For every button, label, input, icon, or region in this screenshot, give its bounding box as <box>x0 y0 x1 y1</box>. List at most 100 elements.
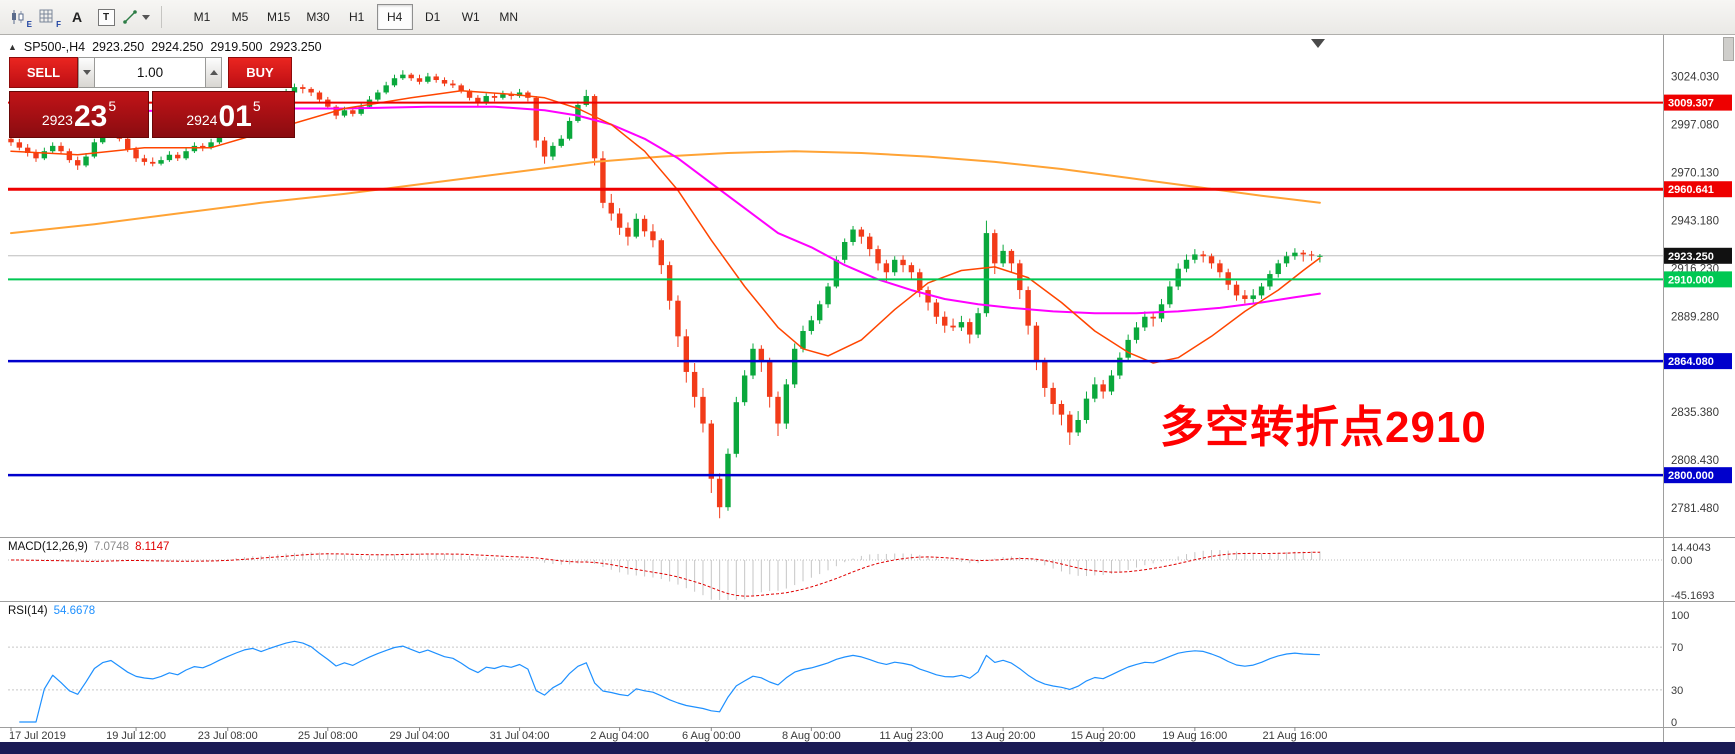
svg-text:3024.030: 3024.030 <box>1671 71 1719 83</box>
svg-text:-45.1693: -45.1693 <box>1671 590 1714 602</box>
timeframe-button-m1[interactable]: M1 <box>193 10 211 24</box>
drawing-tools-icon[interactable] <box>122 4 150 30</box>
toolbar: E F A T M1 M5 M15 M30 H1 H4 D1 W1 MN <box>0 0 1735 35</box>
mini-candles-glyph <box>11 9 23 24</box>
macd-main-value: 7.0748 <box>93 541 130 553</box>
svg-text:8 Aug 00:00: 8 Aug 00:00 <box>782 730 841 742</box>
horizontal-level-lines <box>8 101 1663 477</box>
svg-text:19 Jul 12:00: 19 Jul 12:00 <box>106 730 166 742</box>
svg-text:31 Jul 04:00: 31 Jul 04:00 <box>490 730 550 742</box>
svg-text:2 Aug 04:00: 2 Aug 04:00 <box>590 730 649 742</box>
timeframe-button-h1[interactable]: H1 <box>349 10 365 24</box>
svg-text:2960.641: 2960.641 <box>1668 184 1714 196</box>
svg-text:0: 0 <box>1671 717 1677 729</box>
timeframe-button-m5[interactable]: M5 <box>231 10 249 24</box>
timeframe-button-m30[interactable]: M30 <box>306 10 330 24</box>
svg-text:3009.307: 3009.307 <box>1668 98 1714 110</box>
indicator-grid-f-icon[interactable]: F <box>35 4 61 30</box>
ohlc-open: 2923.250 <box>92 40 145 54</box>
rsi-indicator-label: RSI(14) 54.6678 <box>8 605 95 617</box>
svg-text:13 Aug 20:00: 13 Aug 20:00 <box>971 730 1036 742</box>
svg-text:70: 70 <box>1671 642 1683 654</box>
svg-text:14.4043: 14.4043 <box>1671 542 1711 554</box>
svg-text:11 Aug 23:00: 11 Aug 23:00 <box>879 730 943 742</box>
svg-text:2889.280: 2889.280 <box>1671 311 1719 323</box>
svg-text:15 Aug 20:00: 15 Aug 20:00 <box>1071 730 1136 742</box>
price-axis: 3024.0302997.0802970.1302943.1802916.230… <box>1664 71 1732 515</box>
symbol-timeframe-label: SP500-,H4 <box>23 40 86 54</box>
timeframe-button-mn[interactable]: MN <box>499 10 519 24</box>
ohlc-toggle-icon[interactable]: ▲ <box>8 42 17 52</box>
ohlc-low: 2919.500 <box>210 40 263 54</box>
rsi-pane: 100 70 30 0 <box>8 610 1689 729</box>
toolbar-separator <box>161 6 162 28</box>
ask-pipette: 5 <box>252 98 261 114</box>
svg-text:2910.000: 2910.000 <box>1668 274 1714 286</box>
time-axis: 17 Jul 2019 19 Jul 12:00 23 Jul 08:00 25 Ju… <box>9 727 1327 742</box>
price-tag-2800.000 <box>1664 467 1732 484</box>
icon-sub-e: E <box>26 20 32 29</box>
volume-decrease-button[interactable] <box>78 57 95 88</box>
chart-profile-e-icon[interactable]: E <box>6 4 32 30</box>
symbol-info: ▲ SP500-,H4 2923.250 2924.250 2919.500 2… <box>8 40 322 54</box>
icon-sub-f: F <box>56 20 61 29</box>
svg-text:2997.080: 2997.080 <box>1671 119 1719 131</box>
timeframe-button-h4[interactable]: H4 <box>376 4 413 30</box>
ask-prefix: 2924 <box>186 112 218 128</box>
svg-text:25 Jul 08:00: 25 Jul 08:00 <box>298 730 358 742</box>
price-tag-3009.307 <box>1664 94 1732 111</box>
timeframe-button-d1[interactable]: D1 <box>425 10 441 24</box>
sell-button[interactable]: SELL <box>9 57 78 88</box>
one-click-trading-panel: SELL BUY 2923 23 5 2924 01 5 <box>9 57 295 138</box>
bid-pipette: 5 <box>108 98 117 114</box>
trade-controls-row: SELL BUY <box>9 57 295 88</box>
ask-price-box[interactable]: 2924 01 5 <box>152 91 295 138</box>
svg-text:2864.080: 2864.080 <box>1668 356 1714 368</box>
price-tag-2960.641 <box>1664 181 1732 198</box>
svg-text:6 Aug 00:00: 6 Aug 00:00 <box>682 730 741 742</box>
price-tag-2864.080 <box>1664 353 1732 370</box>
pane-separators <box>0 35 1735 742</box>
caret-up-icon <box>209 70 218 75</box>
ma-slow-orange <box>10 150 1321 235</box>
vertical-scrollbar-thumb[interactable] <box>1723 37 1734 61</box>
timeframe-button-m15[interactable]: M15 <box>267 10 291 24</box>
svg-text:21 Aug 16:00: 21 Aug 16:00 <box>1262 730 1327 742</box>
svg-text:30: 30 <box>1671 685 1683 697</box>
timeframe-button-w1[interactable]: W1 <box>461 10 480 24</box>
chart-canvas[interactable]: 3024.0302997.0802970.1302943.1802916.230… <box>0 35 1735 742</box>
svg-text:0.00: 0.00 <box>1671 555 1692 567</box>
ohlc-close: 2923.250 <box>269 40 322 54</box>
timeframe-toolbar: M1 M5 M15 M30 H1 H4 D1 W1 MN <box>184 4 529 30</box>
svg-text:17 Jul 2019: 17 Jul 2019 <box>9 730 66 742</box>
svg-text:2781.480: 2781.480 <box>1671 503 1719 515</box>
volume-input[interactable] <box>95 57 205 88</box>
caret-down-icon <box>82 70 91 75</box>
svg-text:2808.430: 2808.430 <box>1671 455 1719 467</box>
rsi-value: 54.6678 <box>53 605 96 617</box>
chart-window: 3024.030 2997.080 2970.130 2943.180 2916.230… <box>0 35 1735 742</box>
trendline-glyph <box>123 10 137 24</box>
macd-signal-value: 8.1147 <box>135 541 170 553</box>
chart-text-annotation[interactable]: 多空转折点2910 <box>1160 403 1487 452</box>
bid-prefix: 2923 <box>41 112 73 128</box>
ohlc-high: 2924.250 <box>151 40 204 54</box>
macd-indicator-label: MACD(12,26,9) 7.0748 8.1147 <box>8 541 169 553</box>
price-tag-2910.000 <box>1664 271 1732 288</box>
svg-text:2800.000: 2800.000 <box>1668 470 1714 482</box>
macd-name: MACD(12,26,9) <box>8 541 88 553</box>
text-a-icon[interactable]: A <box>71 9 83 25</box>
volume-increase-button[interactable] <box>205 57 222 88</box>
status-bar <box>0 742 1735 754</box>
mini-grid-glyph <box>39 9 53 23</box>
ask-pips: 01 <box>218 100 252 133</box>
ma-mid-magenta <box>10 105 1321 315</box>
chart-shift-marker-icon <box>1311 39 1325 48</box>
svg-text:23 Jul 08:00: 23 Jul 08:00 <box>198 730 258 742</box>
quote-row: 2923 23 5 2924 01 5 <box>9 91 295 138</box>
text-label-t-icon[interactable]: T <box>93 4 119 30</box>
buy-button[interactable]: BUY <box>228 57 292 88</box>
bid-price-box[interactable]: 2923 23 5 <box>9 91 149 138</box>
